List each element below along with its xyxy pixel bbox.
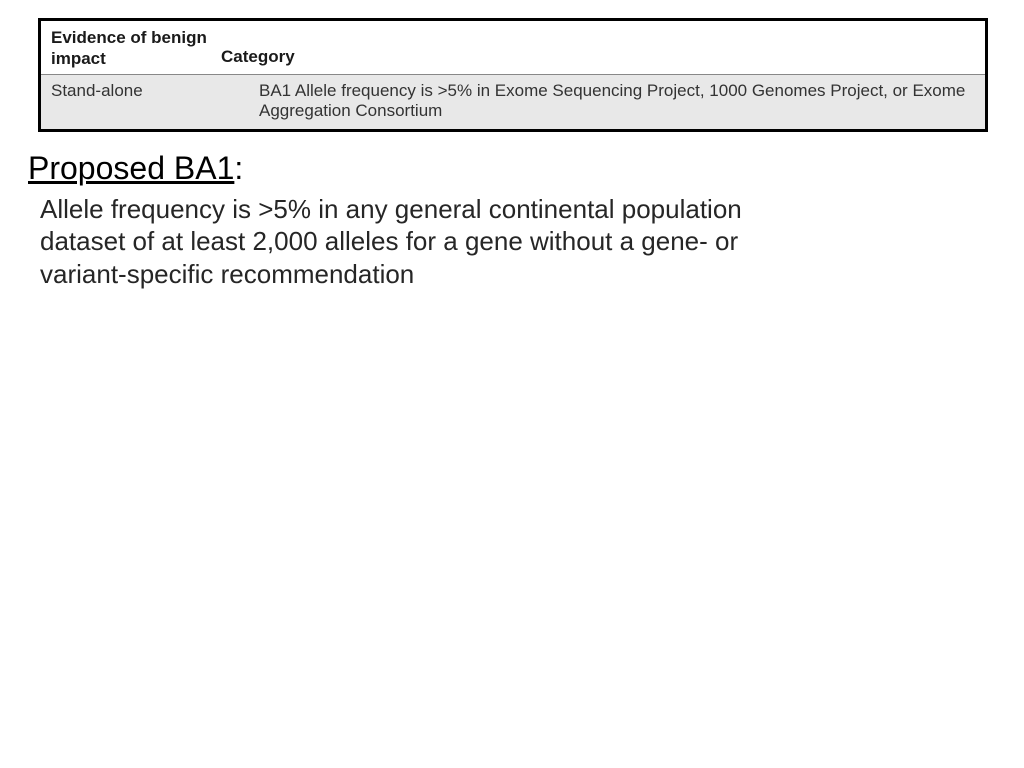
cell-evidence: Stand-alone xyxy=(51,81,221,121)
heading-underlined: Proposed BA1 xyxy=(28,150,234,186)
proposed-heading: Proposed BA1: xyxy=(28,150,994,187)
header-category: Category xyxy=(221,27,975,70)
table-header-row: Evidence of benign impact Category xyxy=(41,21,985,75)
table-data-row: Stand-alone BA1 Allele frequency is >5% … xyxy=(41,75,985,129)
heading-colon: : xyxy=(234,150,243,186)
cell-category: BA1 Allele frequency is >5% in Exome Seq… xyxy=(221,81,975,121)
proposed-body-text: Allele frequency is >5% in any general c… xyxy=(40,193,780,291)
criteria-table: Evidence of benign impact Category Stand… xyxy=(38,18,988,132)
header-evidence: Evidence of benign impact xyxy=(51,27,221,70)
